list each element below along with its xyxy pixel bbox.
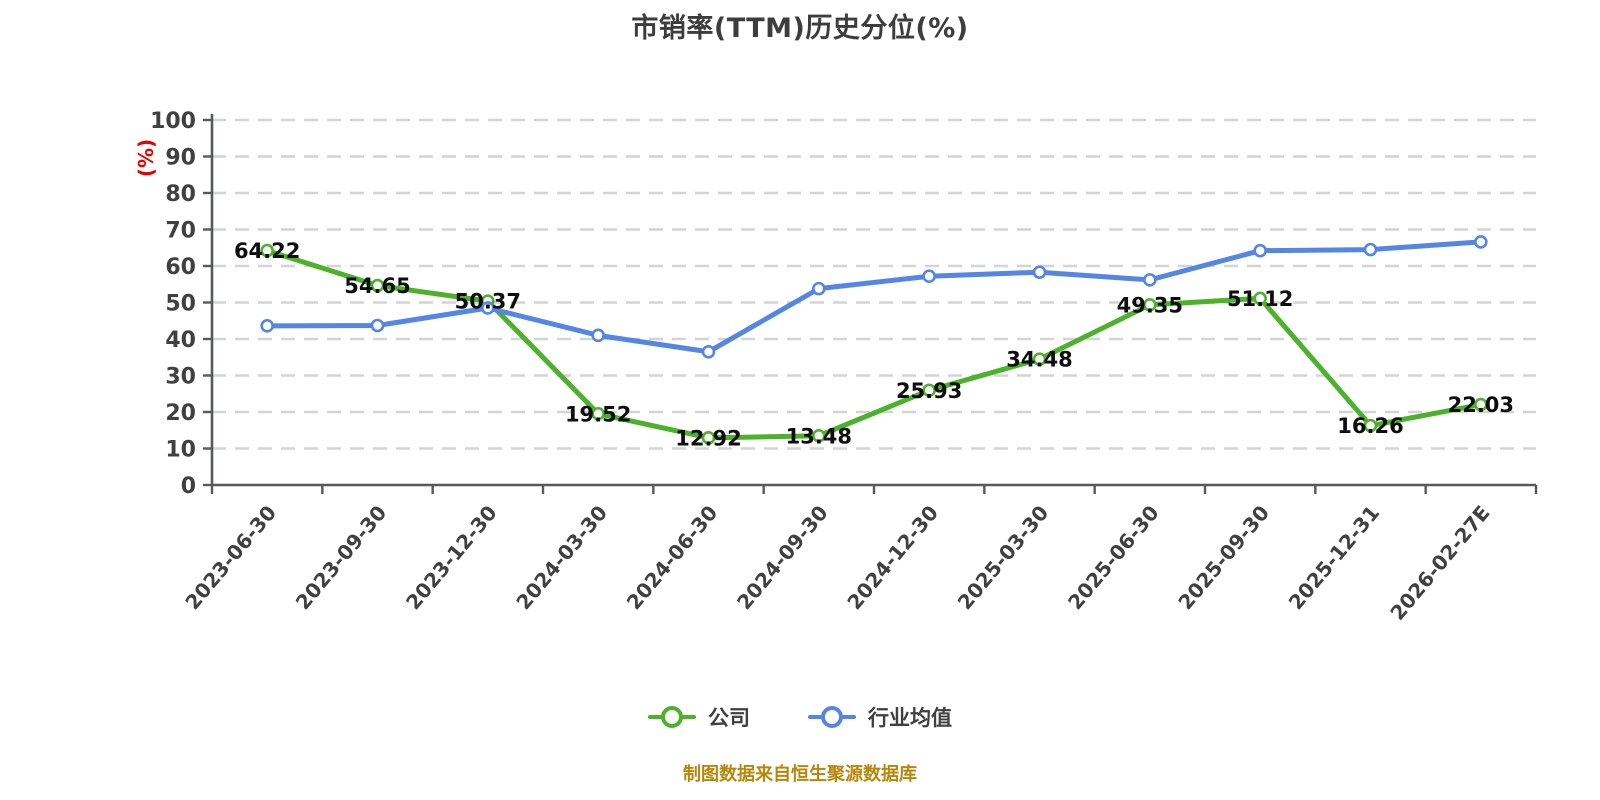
svg-text:2023-09-30: 2023-09-30 [291,501,392,614]
svg-text:2024-12-30: 2024-12-30 [842,501,943,614]
legend-label-company: 公司 [708,706,750,730]
svg-text:(%): (%) [134,139,158,177]
svg-text:64.22: 64.22 [234,239,300,263]
svg-text:49.35: 49.35 [1117,293,1183,317]
svg-text:100: 100 [150,109,196,134]
svg-text:34.48: 34.48 [1006,348,1072,372]
svg-text:51.12: 51.12 [1227,287,1293,311]
svg-text:50.37: 50.37 [455,290,521,314]
svg-text:2023-06-30: 2023-06-30 [180,501,281,614]
svg-text:22.03: 22.03 [1448,393,1514,417]
legend-item-industry-average[interactable]: 行业均值 [808,702,952,732]
legend: 公司 行业均值 [0,702,1600,732]
industry-average-series-icon [808,705,856,729]
chart-title: 市销率(TTM)历史分位(%) [631,13,969,44]
svg-text:2026-02-27E: 2026-02-27E [1385,501,1494,625]
svg-text:2025-03-30: 2025-03-30 [953,501,1054,614]
svg-text:40: 40 [165,328,196,353]
svg-text:13.48: 13.48 [786,424,852,448]
svg-text:80: 80 [165,182,196,207]
data-source-note: 制图数据来自恒生聚源数据库 [683,764,917,785]
svg-text:2023-12-30: 2023-12-30 [401,501,502,614]
company-series-icon [648,705,696,729]
svg-text:16.26: 16.26 [1337,414,1403,438]
svg-text:0: 0 [181,474,196,499]
svg-text:70: 70 [165,219,196,244]
svg-text:12.92: 12.92 [675,426,741,450]
svg-text:2024-03-30: 2024-03-30 [511,501,612,614]
legend-label-industry-average: 行业均值 [868,706,952,730]
svg-text:25.93: 25.93 [896,379,962,403]
svg-text:50: 50 [165,292,196,317]
svg-text:20: 20 [165,401,196,426]
svg-text:2024-06-30: 2024-06-30 [622,501,723,614]
svg-text:2025-06-30: 2025-06-30 [1063,501,1164,614]
svg-text:19.52: 19.52 [565,402,631,426]
svg-text:90: 90 [165,146,196,171]
svg-text:2024-09-30: 2024-09-30 [732,501,833,614]
svg-text:2025-12-31: 2025-12-31 [1284,501,1385,614]
svg-text:54.65: 54.65 [344,274,410,298]
svg-text:2025-09-30: 2025-09-30 [1173,501,1274,614]
svg-text:60: 60 [165,255,196,280]
legend-item-company[interactable]: 公司 [648,702,750,732]
svg-text:30: 30 [165,365,196,390]
svg-text:10: 10 [165,438,196,463]
